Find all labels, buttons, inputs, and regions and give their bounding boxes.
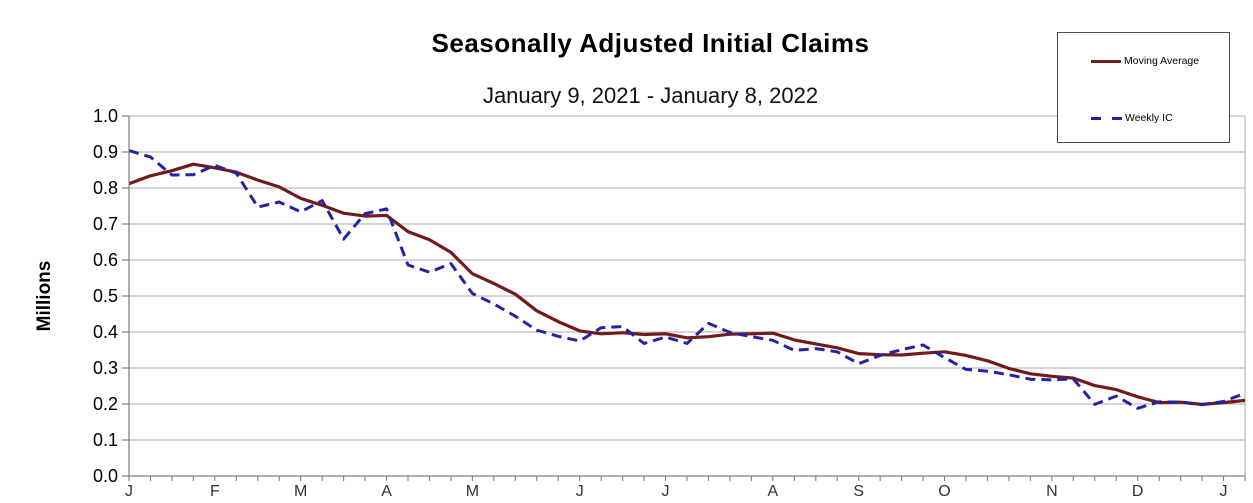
x-month-label: J: [662, 483, 670, 500]
dash-segment: [1112, 116, 1122, 120]
legend-item-moving-average: Moving Average: [1091, 55, 1199, 67]
chart-subtitle: January 9, 2021 - January 8, 2022: [482, 83, 819, 108]
y-tick-label: 0.8: [93, 178, 118, 198]
y-tick-label: 1.0: [93, 106, 118, 126]
x-month-label: S: [853, 483, 864, 500]
y-tick-label: 0.9: [93, 142, 118, 162]
y-tick-label: 0.4: [93, 322, 118, 342]
x-month-label: J: [576, 483, 584, 500]
x-month-label: A: [381, 483, 392, 500]
y-tick-label: 0.5: [93, 286, 118, 306]
y-tick-label: 0.2: [93, 394, 118, 414]
gridlines: [129, 115, 1245, 441]
x-month-label: J: [1220, 483, 1228, 500]
y-tick-label: 0.0: [93, 466, 118, 486]
x-month-label: O: [938, 483, 950, 500]
legend: Moving Average Weekly IC: [1057, 32, 1230, 143]
y-tick-label: 0.6: [93, 250, 118, 270]
x-month-label: A: [768, 483, 779, 500]
legend-label-weekly-ic: Weekly IC: [1125, 112, 1173, 124]
x-month-label: F: [210, 483, 220, 500]
dash-segment: [1091, 116, 1101, 120]
y-tick-label: 0.1: [93, 430, 118, 450]
moving-average-line: [128, 162, 1246, 406]
legend-item-weekly-ic: Weekly IC: [1091, 112, 1173, 124]
x-month-label: M: [294, 483, 307, 500]
weekly-ic-line: [128, 149, 1246, 410]
weekly-ic-line-sample-icon: [1091, 116, 1122, 120]
x-month-label: J: [125, 483, 133, 500]
x-month-label: M: [466, 483, 479, 500]
legend-label-moving-average: Moving Average: [1124, 55, 1200, 67]
chart-title: Seasonally Adjusted Initial Claims: [431, 28, 870, 58]
x-month-label: D: [1132, 483, 1144, 500]
x-month-label: N: [1046, 483, 1058, 500]
moving-average-line-sample-icon: [1091, 59, 1121, 63]
y-tick-label: 0.3: [93, 358, 118, 378]
y-tick-label: 0.7: [93, 214, 118, 234]
